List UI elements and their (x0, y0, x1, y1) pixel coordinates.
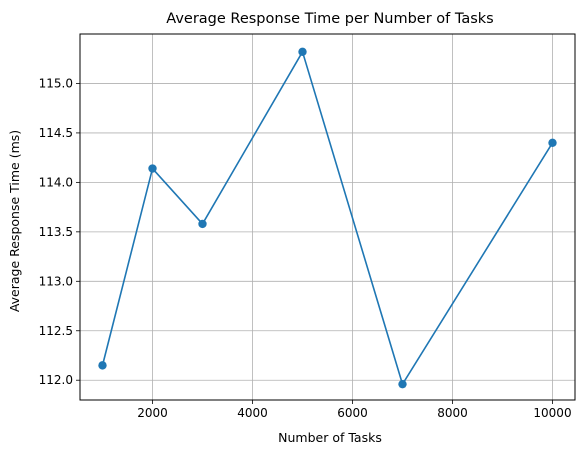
data-point (548, 138, 557, 148)
data-point (198, 219, 207, 229)
x-tick-label: 6000 (337, 406, 368, 420)
y-tick-label: 114.5 (39, 126, 73, 140)
series (98, 47, 557, 389)
y-tick-label: 115.0 (39, 76, 73, 90)
y-tick-label: 112.0 (39, 373, 73, 387)
x-tick-label: 2000 (137, 406, 168, 420)
x-tick-label: 4000 (237, 406, 268, 420)
ticks: 2000 4000 6000 8000 10000 112.0 112.5 113.0 113.… (39, 76, 572, 420)
data-point (398, 379, 407, 389)
data-point (298, 47, 307, 57)
y-axis-label: Average Response Time (ms) (7, 130, 22, 312)
data-point (98, 361, 107, 370)
chart-title: Average Response Time per Number of Task… (166, 11, 493, 27)
series-line (101, 51, 554, 385)
plot-frame (79, 33, 576, 401)
x-tick-label: 8000 (437, 406, 468, 420)
y-tick-label: 113.0 (39, 274, 73, 288)
x-tick-label: 10000 (533, 406, 571, 420)
y-tick-label: 112.5 (39, 324, 73, 338)
y-tick-label: 113.5 (39, 225, 73, 239)
grid (80, 34, 575, 400)
y-tick-label: 114.0 (39, 175, 73, 189)
data-point (148, 164, 157, 173)
x-axis-label: Number of Tasks (278, 430, 382, 445)
